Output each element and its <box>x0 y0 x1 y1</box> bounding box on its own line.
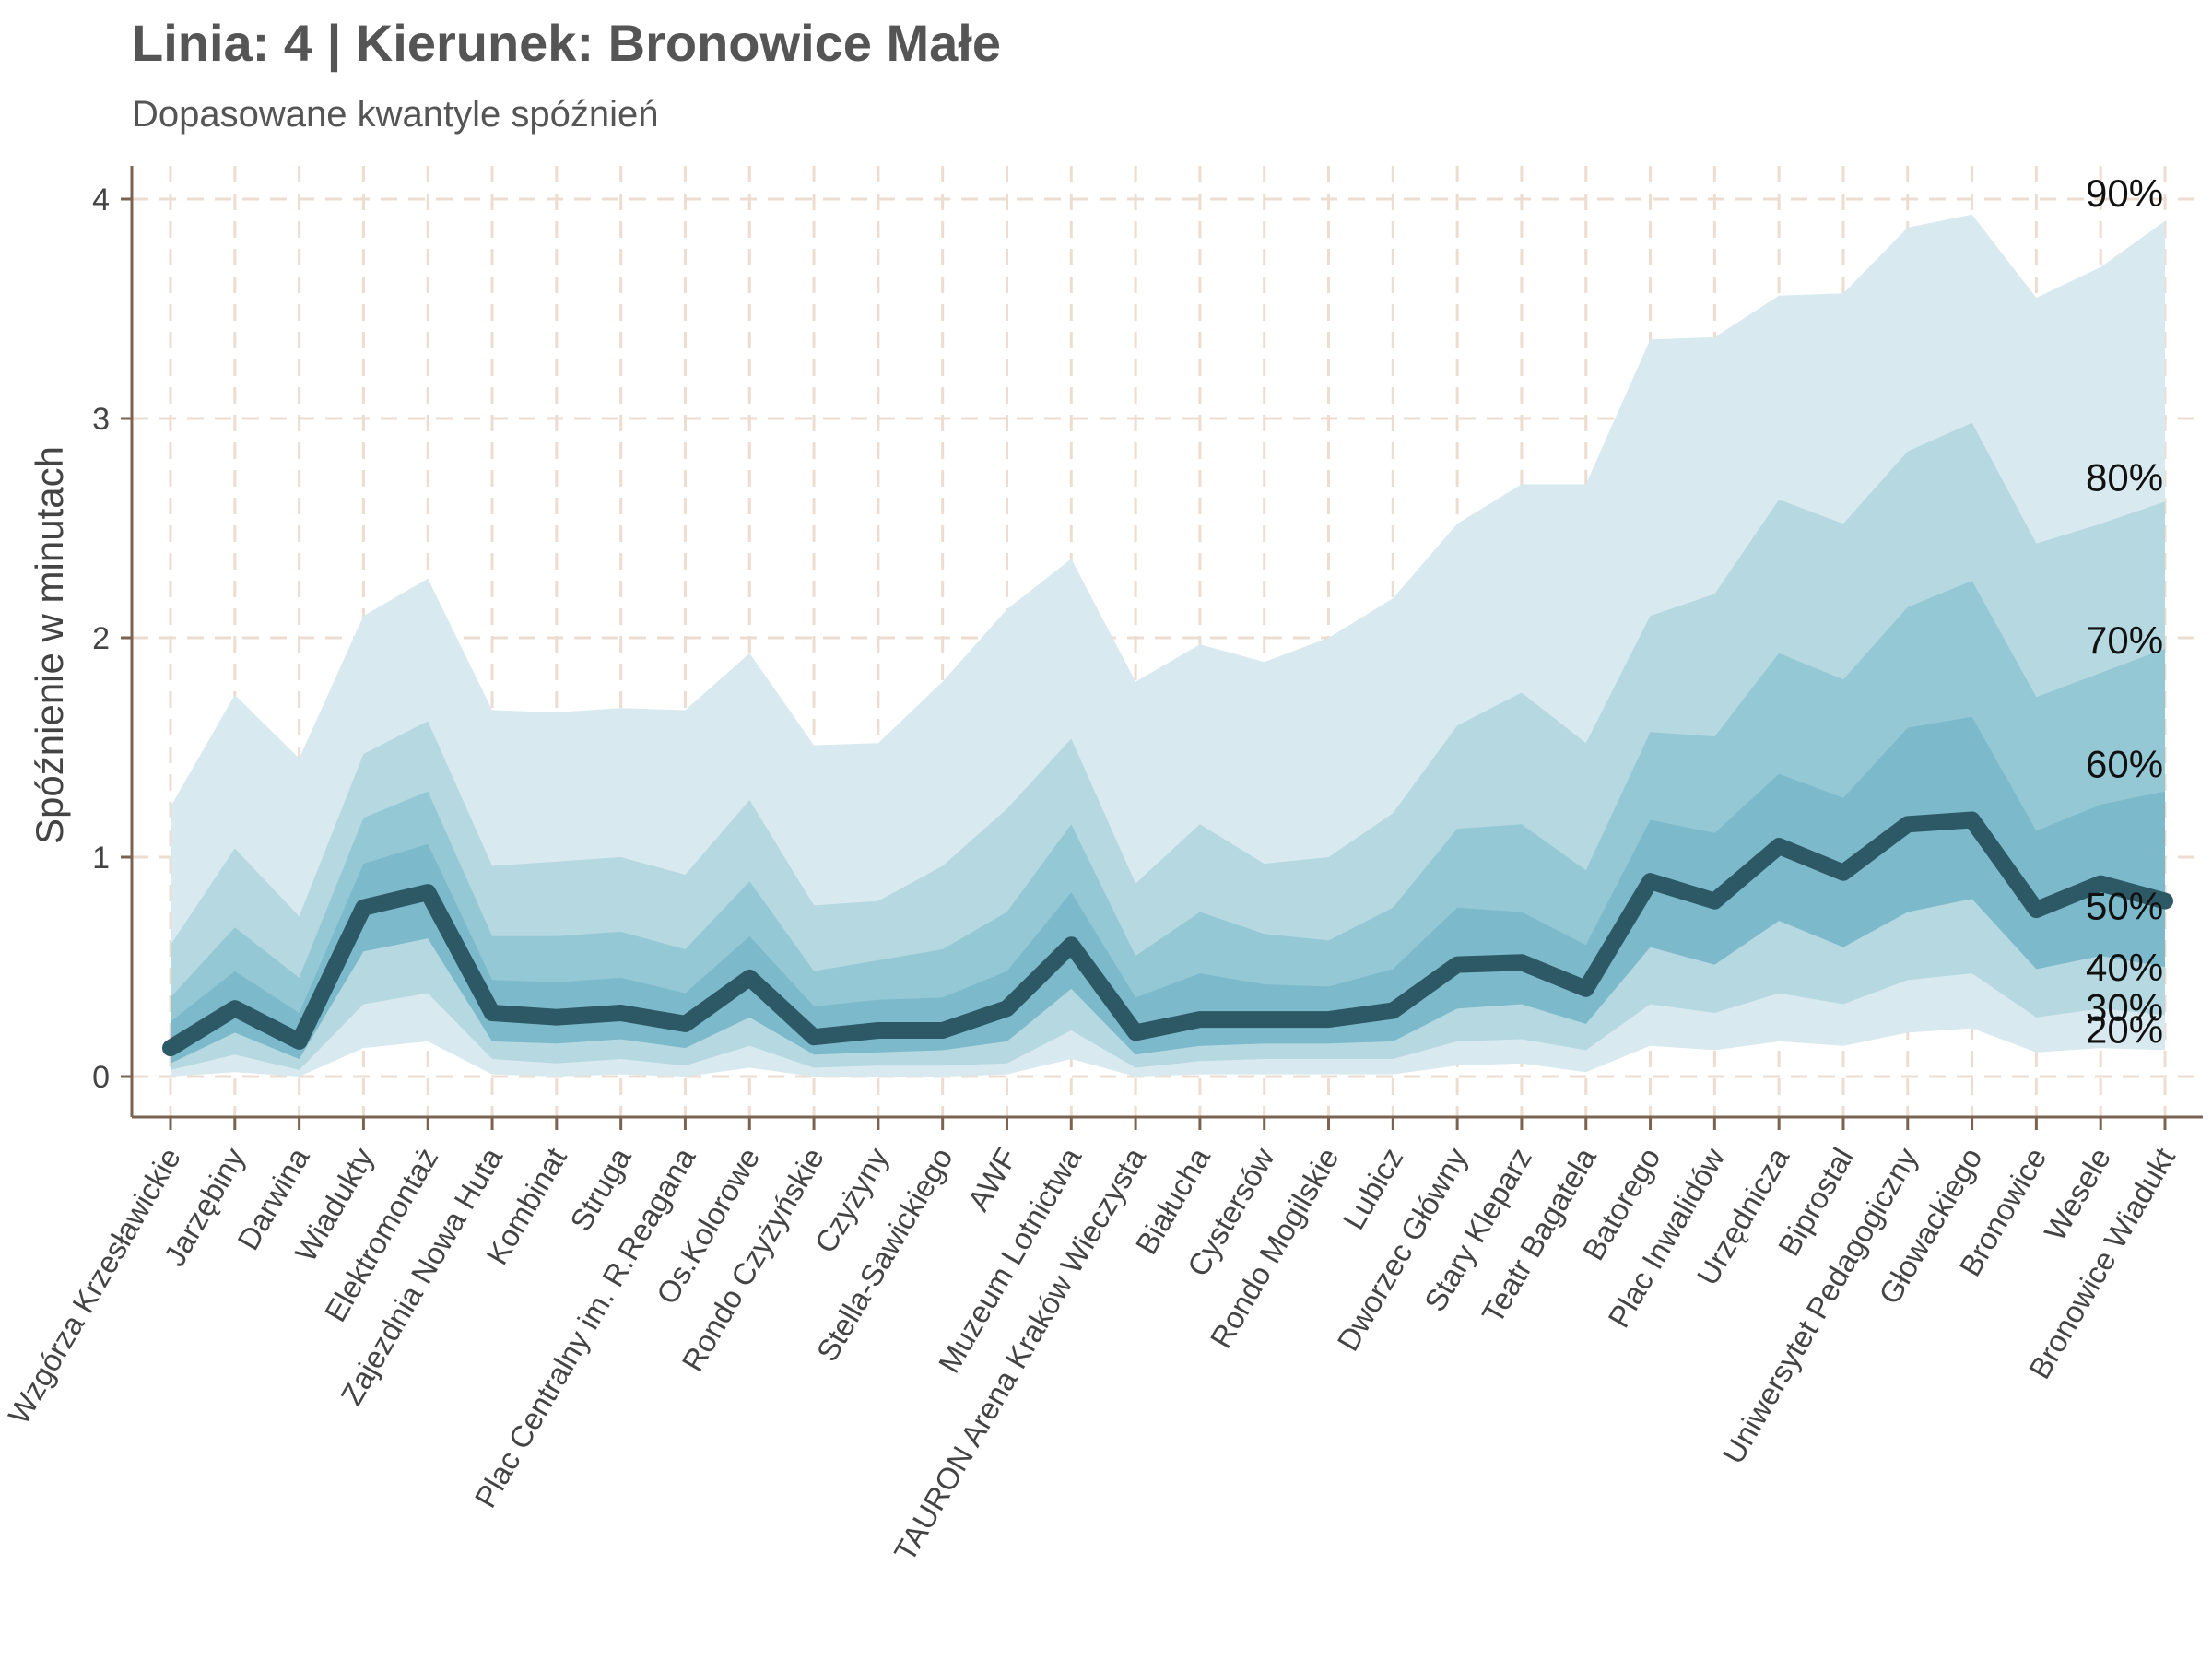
median-point <box>1778 845 1781 848</box>
median-point <box>2164 900 2166 902</box>
median-point <box>298 1040 300 1042</box>
quantile-label-60: 60% <box>2086 743 2163 786</box>
chart-title: Linia: 4 | Kierunek: Bronowice Małe <box>132 14 1001 72</box>
y-tick-label: 2 <box>92 621 110 656</box>
labels: 90% 80% 70% 60% 50% 40%30%20% <box>2086 171 2163 1052</box>
median-point <box>170 1047 171 1050</box>
median-point <box>427 891 429 894</box>
median-point <box>1327 1018 1330 1021</box>
median-point <box>1456 963 1459 966</box>
y-tick-label: 1 <box>92 841 110 876</box>
median-line-layer <box>162 811 2173 1057</box>
median-point <box>362 906 365 909</box>
quantile-label-80: 80% <box>2086 455 2163 499</box>
median-point <box>1971 818 1973 821</box>
quantile-bands <box>171 214 2165 1077</box>
median-point <box>877 1030 879 1032</box>
median-point <box>1392 1009 1394 1012</box>
median-point <box>1520 961 1523 964</box>
y-tick-label: 4 <box>92 182 110 218</box>
quantile-label-20: 20% <box>2086 1007 2163 1051</box>
chart-subtitle: Dopasowane kwantyle spóźnień <box>132 94 659 135</box>
x-tick-label: Wzgórza Krzesławickie <box>1 1142 187 1430</box>
median-point <box>684 1022 687 1025</box>
median-point <box>1135 1031 1137 1034</box>
median-line <box>162 811 2173 1057</box>
median-point <box>233 1007 236 1010</box>
band-40-50 <box>171 819 2165 1064</box>
band-50-60 <box>171 716 2165 1049</box>
quantile-label-70: 70% <box>2086 618 2163 662</box>
median-point <box>2100 882 2102 885</box>
y-tick-label: 3 <box>92 402 110 437</box>
median-point <box>555 1016 558 1018</box>
quantile-label-90: 90% <box>2086 171 2163 215</box>
median-point <box>1006 1007 1008 1010</box>
median-point <box>1841 871 1844 874</box>
median-point <box>941 1030 944 1032</box>
median-point <box>1649 880 1652 883</box>
quantile-label-40: 40% <box>2086 946 2163 989</box>
median-point <box>1906 823 1909 826</box>
quantile-label-50: 50% <box>2086 885 2163 928</box>
median-point <box>748 976 751 979</box>
median-point <box>491 1011 494 1014</box>
y-axis-label: Spóźnienie w minutach <box>28 446 71 844</box>
median-point <box>1263 1018 1265 1021</box>
median-point <box>1070 944 1073 947</box>
median-point <box>619 1011 622 1014</box>
median-point <box>1198 1018 1201 1021</box>
median-point <box>1584 987 1587 990</box>
median-point <box>813 1036 816 1039</box>
x-tick-label: AWF <box>960 1142 1023 1217</box>
median-point <box>2035 909 2038 912</box>
y-tick-label: 0 <box>92 1060 110 1095</box>
median-point <box>1713 900 1716 902</box>
quantile-label-30: 30% <box>2086 985 2163 1029</box>
